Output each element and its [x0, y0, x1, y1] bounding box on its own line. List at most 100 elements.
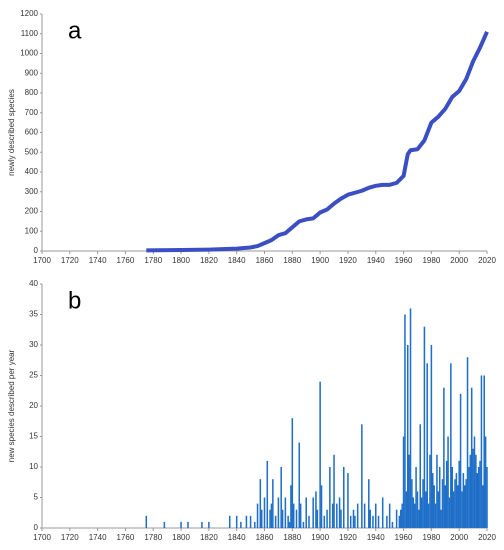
bar: [331, 503, 334, 528]
bar: [475, 454, 477, 528]
x-tick-label: 1760: [117, 256, 135, 265]
bar: [458, 460, 460, 528]
bar: [422, 479, 424, 528]
bar: [477, 467, 480, 528]
bar: [451, 467, 453, 528]
bar: [398, 515, 401, 528]
bar: [423, 326, 426, 528]
bar: [444, 485, 447, 528]
bar: [361, 424, 363, 528]
x-tick-label: 1880: [283, 533, 301, 542]
y-tick-label: 15: [29, 432, 38, 441]
x-tick-label: 1780: [144, 256, 162, 265]
bar: [280, 467, 282, 528]
bar: [290, 485, 292, 528]
bar: [448, 497, 451, 528]
y-axis-label: newly described species: [7, 89, 16, 176]
bar: [323, 515, 326, 528]
x-tick-label: 1900: [311, 533, 329, 542]
bar: [284, 497, 287, 528]
x-tick-label: 1740: [89, 256, 107, 265]
bar: [434, 503, 437, 528]
bar: [295, 509, 298, 528]
bar: [240, 521, 242, 528]
panel-label: b: [68, 287, 81, 314]
bar: [445, 460, 448, 528]
bar: [420, 497, 423, 528]
bar: [404, 314, 406, 528]
bar: [201, 521, 203, 528]
y-tick-label: 0: [34, 523, 39, 532]
bar: [418, 509, 420, 528]
bar: [468, 467, 470, 528]
bar: [356, 503, 359, 528]
y-tick-label: 10: [29, 462, 38, 471]
bar: [369, 509, 371, 528]
x-tick-label: 1840: [228, 256, 246, 265]
bar: [266, 460, 269, 528]
bar: [363, 503, 366, 528]
y-tick-label: 100: [25, 226, 39, 235]
bar: [228, 515, 231, 528]
bar: [461, 491, 463, 528]
x-tick-label: 1720: [61, 256, 79, 265]
bar: [254, 521, 256, 528]
bar: [274, 515, 277, 528]
bar: [312, 497, 314, 528]
bar: [436, 454, 438, 528]
bar: [438, 467, 441, 528]
x-tick-label: 2000: [450, 533, 468, 542]
x-tick-label: 1720: [61, 533, 79, 542]
bar: [425, 491, 427, 528]
x-tick-label: 1980: [422, 256, 440, 265]
bar: [308, 515, 310, 528]
bar: [316, 509, 319, 528]
bar: [349, 515, 352, 528]
y-tick-label: 700: [25, 108, 39, 117]
bar: [452, 491, 455, 528]
x-tick-label: 1960: [395, 533, 413, 542]
bar: [329, 467, 331, 528]
bar: [429, 454, 431, 528]
bar: [402, 436, 405, 528]
bar: [472, 448, 474, 528]
y-tick-label: 1100: [21, 29, 39, 38]
bar: [302, 521, 305, 528]
y-tick-label: 40: [29, 279, 38, 288]
y-tick-label: 25: [29, 371, 38, 380]
bar: [272, 479, 274, 528]
y-tick-label: 500: [25, 147, 39, 156]
bar: [180, 521, 182, 528]
bar: [486, 467, 488, 528]
bar: [388, 503, 391, 528]
bar: [305, 497, 307, 528]
x-tick-label: 1840: [228, 533, 246, 542]
bar: [482, 485, 484, 528]
bar: [249, 515, 252, 528]
x-tick-label: 1880: [283, 256, 301, 265]
x-tick-label: 1960: [395, 256, 413, 265]
bar: [270, 503, 273, 528]
bar: [408, 454, 410, 528]
x-tick-label: 1800: [172, 533, 190, 542]
bar: [432, 473, 434, 528]
y-tick-label: 1200: [20, 9, 38, 18]
bar: [416, 491, 419, 528]
bar: [281, 509, 284, 528]
x-tick-label: 1920: [339, 256, 357, 265]
bar: [465, 479, 467, 528]
bar: [430, 345, 433, 528]
x-tick-label: 1740: [89, 533, 107, 542]
bar: [336, 503, 338, 528]
bar: [415, 467, 417, 528]
bar: [377, 515, 380, 528]
bar: [454, 479, 456, 528]
panel-label: a: [68, 17, 82, 44]
bar: [469, 454, 472, 528]
bar: [298, 442, 301, 528]
x-tick-label: 1760: [117, 533, 135, 542]
bar: [457, 485, 459, 528]
bar: [299, 503, 302, 528]
bar: [347, 473, 349, 528]
